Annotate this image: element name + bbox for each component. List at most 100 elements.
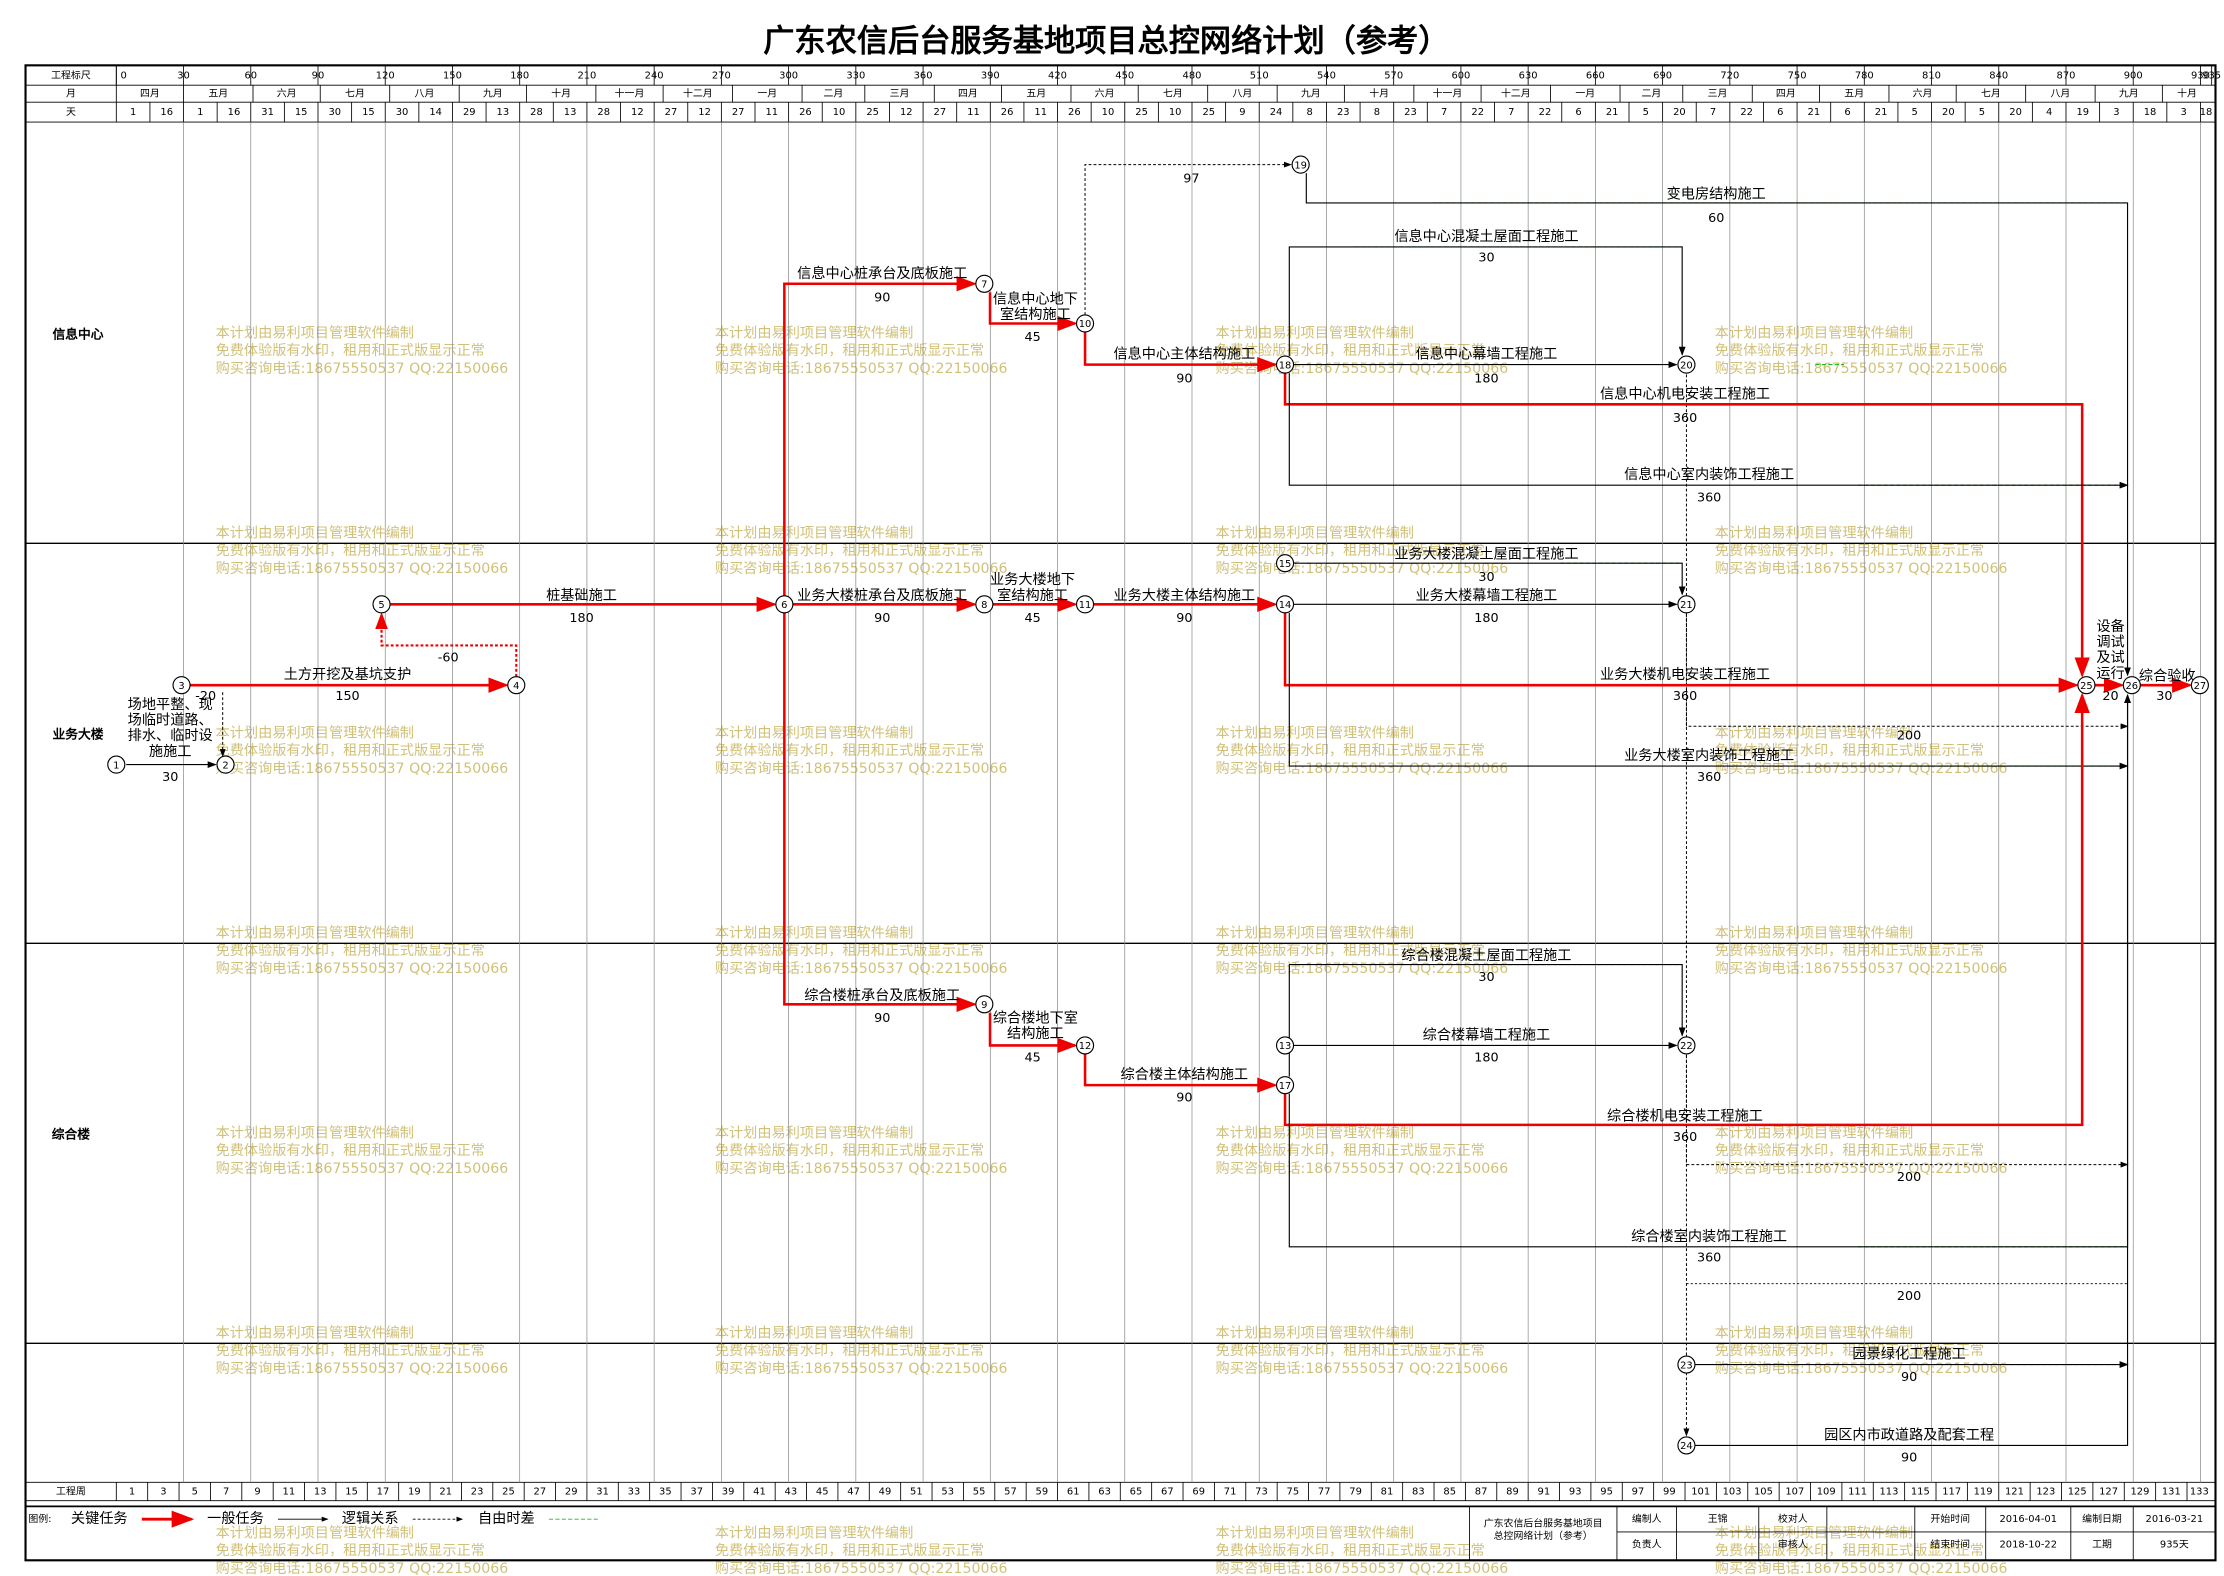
scale-tick-label: 540 xyxy=(1317,70,1336,81)
task-name: 桩基础施工 xyxy=(546,587,617,604)
task-name: 信息中心桩承台及底板施工 xyxy=(797,265,967,282)
node xyxy=(975,274,994,293)
scale-tick-label: 300 xyxy=(779,70,798,81)
day-label: 22 xyxy=(1740,107,1753,118)
week-label: 87 xyxy=(1475,1487,1488,1498)
watermark: 本计划由易利项目管理软件编制 xyxy=(1715,525,1913,541)
week-label: 25 xyxy=(502,1487,515,1498)
task-name: 业务大楼混凝土屋面工程施工 xyxy=(1394,547,1578,563)
month-label: 六月 xyxy=(277,88,297,100)
week-label: 111 xyxy=(1848,1487,1867,1498)
watermark: 购买咨询电话:18675550537 QQ:22150066 xyxy=(715,361,1008,377)
watermark: 免费体验版有水印，租用和正式版显示正常 xyxy=(715,743,984,759)
scale-tick-label: 810 xyxy=(1922,70,1941,81)
task-duration: 180 xyxy=(1474,611,1498,626)
watermark: 本计划由易利项目管理软件编制 xyxy=(715,1525,913,1541)
scale-tick-label: 930 xyxy=(2191,70,2210,81)
month-label: 五月 xyxy=(1844,88,1864,100)
day-label: 20 xyxy=(1942,107,1955,118)
month-label: 十二月 xyxy=(1501,87,1531,100)
task-arrow xyxy=(783,276,977,596)
task-duration: 360 xyxy=(1697,1251,1721,1266)
node-label: 20 xyxy=(1680,360,1693,371)
node xyxy=(172,676,191,695)
week-label: 77 xyxy=(1318,1487,1331,1498)
week-label: 23 xyxy=(471,1487,484,1498)
node-label: 22 xyxy=(1680,1041,1693,1052)
day-label: 13 xyxy=(497,107,510,118)
node-label: 1 xyxy=(113,760,119,771)
day-label: 12 xyxy=(698,107,711,118)
watermark: 免费体验版有水印，租用和正式版显示正常 xyxy=(1715,543,1984,559)
task-duration: 60 xyxy=(1708,211,1724,226)
lag-label: 97 xyxy=(1183,171,1199,186)
node xyxy=(1275,554,1295,573)
week-label: 129 xyxy=(2130,1487,2149,1498)
watermark: 本计划由易利项目管理软件编制 xyxy=(715,925,913,941)
watermark: 本计划由易利项目管理软件编制 xyxy=(715,325,913,341)
task-duration: 90 xyxy=(874,1011,890,1026)
day-label: 7 xyxy=(1508,107,1514,118)
watermark: 免费体验版有水印，租用和正式版显示正常 xyxy=(216,1343,485,1359)
watermark: 购买咨询电话:18675550537 QQ:22150066 xyxy=(216,361,509,377)
node xyxy=(1075,1036,1095,1055)
week-label: 47 xyxy=(847,1487,860,1498)
watermark: 购买咨询电话:18675550537 QQ:22150066 xyxy=(1715,1161,2008,1177)
node xyxy=(1677,595,1696,614)
week-label: 49 xyxy=(879,1487,892,1498)
week-label: 99 xyxy=(1663,1487,1676,1498)
watermark: 免费体验版有水印，租用和正式版显示正常 xyxy=(1216,343,1485,359)
week-label: 21 xyxy=(439,1487,452,1498)
scale-tick-label: 360 xyxy=(914,70,933,81)
node xyxy=(1075,314,1095,333)
month-label: 七月 xyxy=(1981,88,2001,100)
day-label: 19 xyxy=(2076,107,2089,118)
day-label: 22 xyxy=(1471,107,1484,118)
watermark: 本计划由易利项目管理软件编制 xyxy=(1216,1325,1414,1341)
week-label: 27 xyxy=(534,1487,547,1498)
scale-tick-label: 570 xyxy=(1384,70,1403,81)
watermark: 本计划由易利项目管理软件编制 xyxy=(715,1125,913,1141)
field-value: 2016-04-01 xyxy=(1999,1514,2057,1525)
watermark: 本计划由易利项目管理软件编制 xyxy=(1715,925,1913,941)
node-label: 7 xyxy=(981,279,987,290)
task-duration: 90 xyxy=(874,611,890,626)
scale-tick-label: 600 xyxy=(1451,70,1470,81)
week-label: 33 xyxy=(628,1487,641,1498)
week-label: 37 xyxy=(690,1487,703,1498)
task-name: 场地平整、现场临时道路、排水、临时设施施工 xyxy=(128,697,213,760)
row-label: 月 xyxy=(66,88,76,100)
month-label: 九月 xyxy=(1301,88,1321,100)
task-arrow xyxy=(1305,173,2131,677)
field-label: 编制人 xyxy=(1632,1512,1662,1525)
task-name: 变电房结构施工 xyxy=(1667,186,1766,202)
day-label: 8 xyxy=(1374,107,1380,118)
watermark: 购买咨询电话:18675550537 QQ:22150066 xyxy=(1715,361,2008,377)
watermark: 本计划由易利项目管理软件编制 xyxy=(715,725,913,741)
week-label: 31 xyxy=(596,1487,609,1498)
watermark: 免费体验版有水印，租用和正式版显示正常 xyxy=(216,1143,485,1159)
watermark: 本计划由易利项目管理软件编制 xyxy=(1715,1325,1913,1341)
node xyxy=(1677,1355,1696,1374)
watermark: 免费体验版有水印，租用和正式版显示正常 xyxy=(1216,1543,1485,1559)
task-duration: 90 xyxy=(1176,371,1192,386)
node-label: 4 xyxy=(513,681,519,692)
week-label: 131 xyxy=(2162,1487,2181,1498)
watermark: 免费体验版有水印，租用和正式版显示正常 xyxy=(1715,1543,1984,1559)
field-label: 结束时间 xyxy=(1930,1538,1970,1551)
task-duration: 90 xyxy=(1901,1370,1917,1385)
day-label: 18 xyxy=(2144,107,2157,118)
day-label: 11 xyxy=(765,107,778,118)
scale-tick-label: 90 xyxy=(312,70,325,81)
node xyxy=(2190,676,2209,695)
lane-label: 信息中心 xyxy=(53,326,104,342)
scale-tick-label: 900 xyxy=(2124,70,2143,81)
watermark: 本计划由易利项目管理软件编制 xyxy=(1715,725,1913,741)
node xyxy=(1677,355,1696,374)
week-label: 95 xyxy=(1600,1487,1613,1498)
month-label: 四月 xyxy=(140,88,160,100)
day-label: 30 xyxy=(329,107,342,118)
node xyxy=(2122,676,2141,695)
task-duration: 30 xyxy=(1478,251,1494,266)
task-name: 综合楼桩承台及底板施工 xyxy=(804,987,960,1004)
